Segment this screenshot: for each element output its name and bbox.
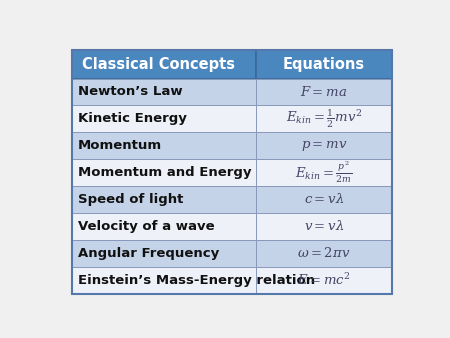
Bar: [256, 213, 392, 240]
Text: Kinetic Energy: Kinetic Energy: [78, 112, 187, 125]
Bar: [72, 213, 256, 240]
Text: $v = v\lambda$: $v = v\lambda$: [304, 219, 344, 233]
Text: Newton’s Law: Newton’s Law: [78, 86, 183, 98]
Text: Speed of light: Speed of light: [78, 193, 184, 206]
Bar: [256, 105, 392, 132]
Bar: [72, 78, 256, 105]
Text: $E = mc^2$: $E = mc^2$: [297, 272, 351, 288]
Bar: [72, 159, 256, 186]
Text: $c = v\lambda$: $c = v\lambda$: [304, 192, 344, 207]
Text: Momentum: Momentum: [78, 139, 162, 152]
Text: Velocity of a wave: Velocity of a wave: [78, 220, 215, 233]
Bar: [256, 240, 392, 267]
Bar: [72, 186, 256, 213]
Bar: [256, 78, 392, 105]
Bar: [72, 105, 256, 132]
Bar: [72, 50, 256, 78]
Bar: [256, 50, 392, 78]
Text: $\omega = 2\pi v$: $\omega = 2\pi v$: [297, 246, 351, 260]
Text: Einstein’s Mass-Energy relation: Einstein’s Mass-Energy relation: [78, 273, 315, 287]
Bar: [256, 186, 392, 213]
Bar: [256, 159, 392, 186]
Text: Momentum and Energy: Momentum and Energy: [78, 166, 252, 179]
Bar: [256, 132, 392, 159]
Bar: [72, 132, 256, 159]
Bar: [72, 240, 256, 267]
Text: $F = ma$: $F = ma$: [300, 85, 347, 99]
Text: Classical Concepts: Classical Concepts: [82, 57, 235, 72]
Text: Angular Frequency: Angular Frequency: [78, 247, 220, 260]
Text: $p = mv$: $p = mv$: [301, 139, 347, 153]
Bar: [72, 267, 256, 293]
Text: $E_{kin} = \frac{p^2}{2m}$: $E_{kin} = \frac{p^2}{2m}$: [295, 160, 353, 185]
Bar: [256, 267, 392, 293]
Text: $E_{kin} = \frac{1}{2}mv^2$: $E_{kin} = \frac{1}{2}mv^2$: [286, 108, 362, 130]
Text: Equations: Equations: [283, 57, 365, 72]
